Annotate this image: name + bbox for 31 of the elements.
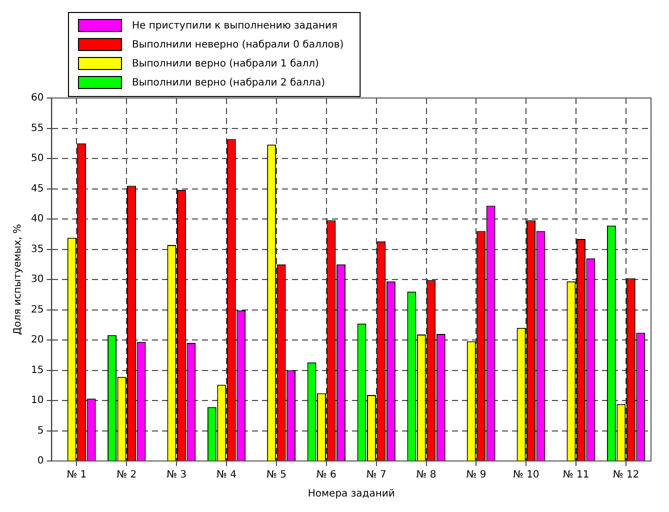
x-tick-label: № 9 <box>466 470 486 481</box>
y-tick-label: 15 <box>30 364 44 376</box>
x-tick-label: № 10 <box>512 470 540 481</box>
y-tick-label: 35 <box>30 244 44 255</box>
x-tick-label: № 7 <box>366 470 386 481</box>
x-tick-label: № 3 <box>166 470 187 481</box>
y-tick-label: 25 <box>30 304 44 316</box>
legend-label: Выполнили верно (набрали 1 балл) <box>132 58 320 70</box>
y-tick-label: 10 <box>30 395 44 406</box>
legend-label: Выполнили неверно (набрали 0 баллов) <box>132 40 344 51</box>
x-tick-label: № 12 <box>612 470 640 481</box>
legend-label: Не приступили к выполнению задания <box>132 20 338 32</box>
y-axis-title: Доля испытуемых, % <box>12 224 24 336</box>
y-tick-label: 50 <box>30 153 44 164</box>
y-tick-label: 0 <box>37 456 44 467</box>
y-tick-label: 45 <box>30 183 44 194</box>
x-tick-label: № 5 <box>266 470 286 481</box>
x-axis-title: Номера заданий <box>308 488 395 500</box>
x-tick-label: № 2 <box>116 470 137 481</box>
y-tick-label: 60 <box>30 92 44 104</box>
x-tick-label: № 6 <box>316 470 336 481</box>
x-tick-label: № 1 <box>66 470 87 481</box>
x-tick-label: № 11 <box>562 470 590 481</box>
y-tick-label: 40 <box>30 214 44 225</box>
x-tick-label: № 8 <box>416 470 436 481</box>
x-tick-label: № 4 <box>216 470 236 481</box>
legend-label: Выполнили верно (набрали 2 балла) <box>132 78 326 89</box>
y-tick-label: 5 <box>37 425 44 436</box>
y-tick-label: 55 <box>30 122 44 134</box>
y-tick-label: 30 <box>30 274 44 286</box>
y-tick-label: 20 <box>30 334 44 346</box>
